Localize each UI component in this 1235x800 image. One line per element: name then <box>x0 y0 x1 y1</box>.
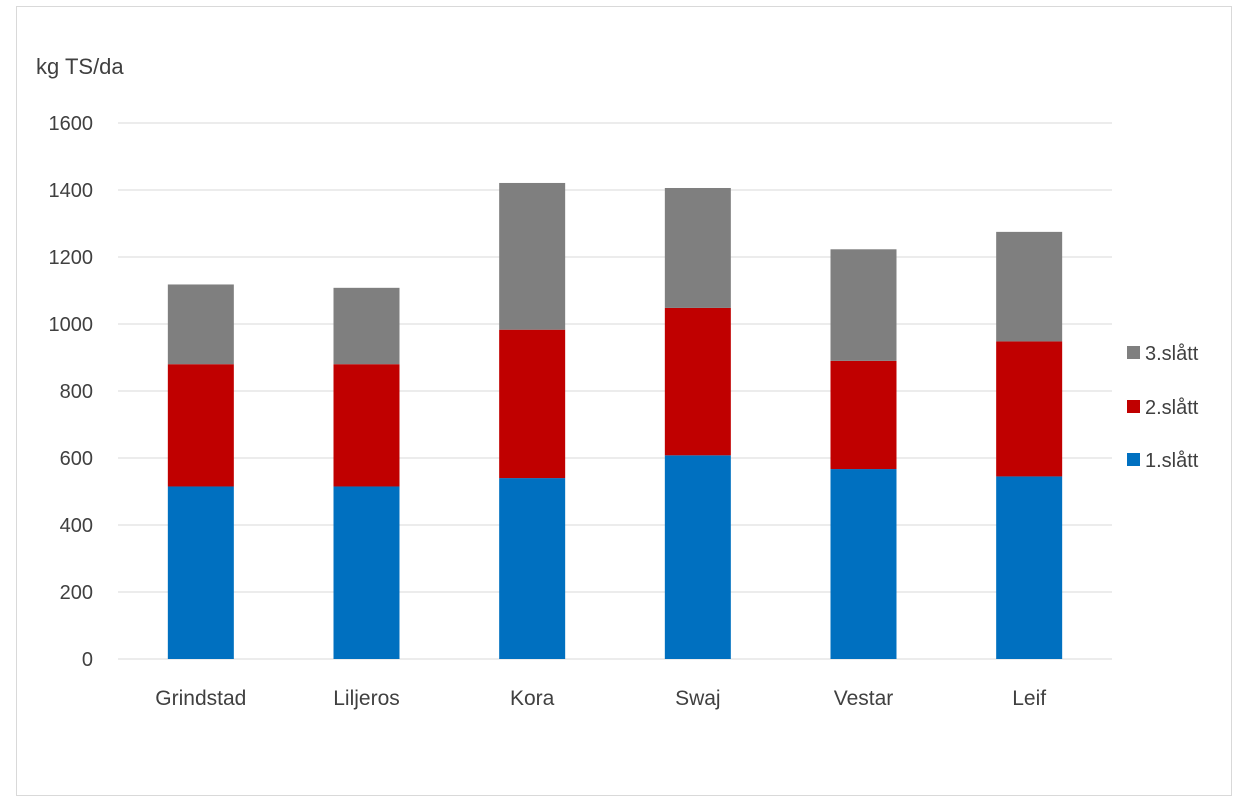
bar-segment <box>499 329 566 479</box>
bar-segment <box>664 187 731 308</box>
y-tick-label: 400 <box>60 515 93 537</box>
y-tick-label: 1200 <box>49 247 94 269</box>
legend-swatch <box>1127 400 1140 413</box>
bar-segment <box>333 364 400 487</box>
legend-swatch <box>1127 453 1140 466</box>
bar-segment <box>167 486 234 659</box>
gridlines <box>118 122 1112 660</box>
x-tick-label: Leif <box>1012 687 1046 710</box>
legend: 3.slått 2.slått 1.slått <box>1127 343 1199 472</box>
x-tick-label: Grindstad <box>155 687 246 710</box>
x-axis-ticks: Grindstad Liljeros Kora Swaj Vestar Leif <box>155 687 1046 710</box>
bar-segment <box>664 307 731 456</box>
legend-label: 2.slått <box>1145 397 1199 419</box>
bar-segment <box>499 478 566 659</box>
y-tick-label: 0 <box>82 649 93 671</box>
y-tick-label: 600 <box>60 448 93 470</box>
legend-swatch <box>1127 346 1140 359</box>
y-tick-label: 1600 <box>49 113 94 135</box>
bar-segment <box>830 360 897 470</box>
y-tick-label: 800 <box>60 381 93 403</box>
bar-segment <box>996 231 1063 342</box>
bar-segment <box>830 469 897 659</box>
bar-segment <box>996 341 1063 477</box>
bar-segment <box>333 287 400 365</box>
x-tick-label: Vestar <box>834 687 894 710</box>
bar-segment <box>167 284 234 365</box>
bars <box>167 182 1063 659</box>
bar-segment <box>996 476 1063 659</box>
legend-label: 1.slått <box>1145 450 1199 472</box>
bar-segment <box>499 182 566 330</box>
legend-label: 3.slått <box>1145 343 1199 365</box>
bar-segment <box>830 249 897 361</box>
y-tick-label: 1400 <box>49 180 94 202</box>
bar-segment <box>333 486 400 659</box>
y-tick-label: 1000 <box>49 314 94 336</box>
x-tick-label: Kora <box>510 687 555 710</box>
y-axis-ticks: 0 200 400 600 800 1000 1200 1400 1600 <box>49 113 94 671</box>
bar-segment <box>167 364 234 487</box>
bar-segment <box>664 455 731 659</box>
x-tick-label: Liljeros <box>333 687 400 710</box>
y-axis-title: kg TS/da <box>36 54 124 79</box>
x-tick-label: Swaj <box>675 687 721 710</box>
y-tick-label: 200 <box>60 582 93 604</box>
